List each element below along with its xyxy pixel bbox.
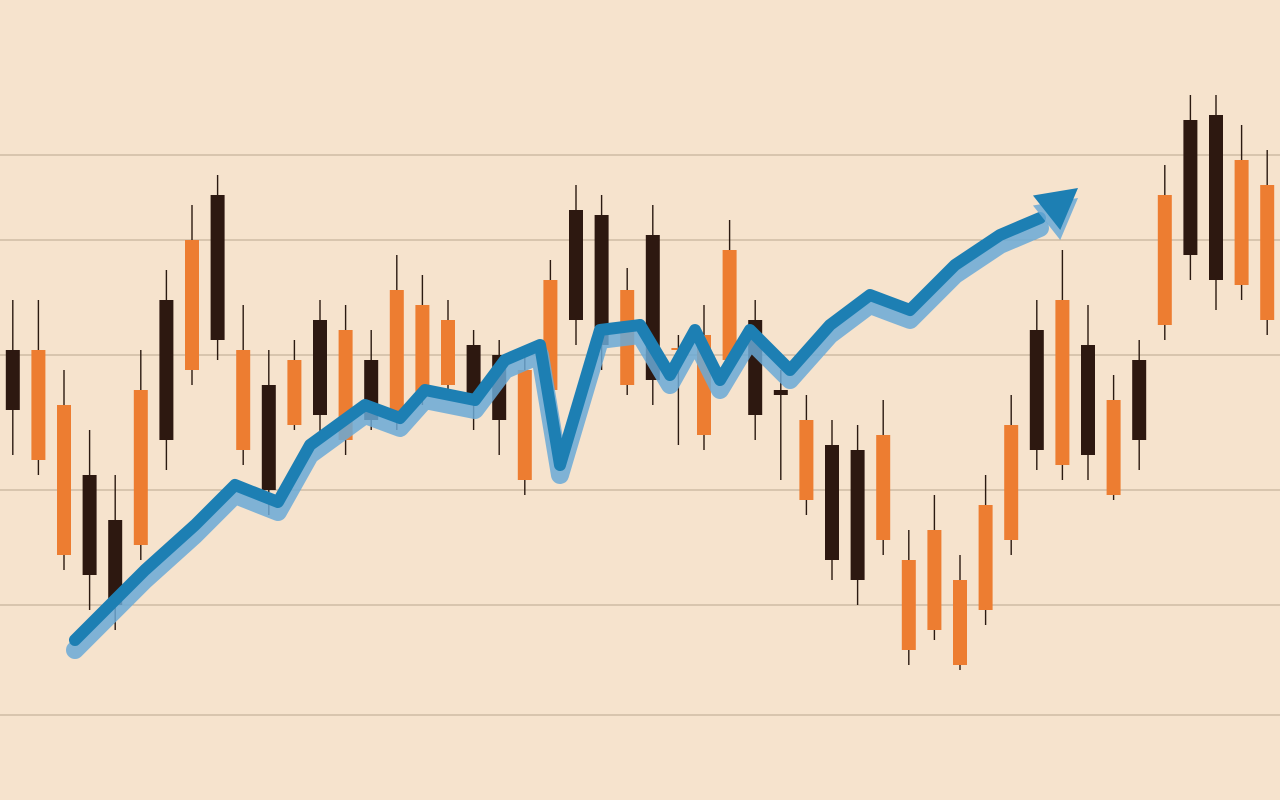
candle-body: [1030, 330, 1044, 450]
candlestick-trend-chart: [0, 0, 1280, 800]
candle-body: [518, 370, 532, 480]
candle-body: [774, 390, 788, 395]
candle-body: [876, 435, 890, 540]
candle-body: [851, 450, 865, 580]
candle-body: [441, 320, 455, 385]
candle-body: [57, 405, 71, 555]
candle-body: [159, 300, 173, 440]
candle-body: [723, 250, 737, 360]
candle-body: [799, 420, 813, 500]
candle-body: [902, 560, 916, 650]
candle-body: [390, 290, 404, 415]
candle-body: [1107, 400, 1121, 495]
candle-body: [236, 350, 250, 450]
candle-body: [211, 195, 225, 340]
candle-body: [1055, 300, 1069, 465]
candle-body: [1158, 195, 1172, 325]
candle-body: [979, 505, 993, 610]
candle-body: [825, 445, 839, 560]
chart-svg: [0, 0, 1280, 800]
candle-body: [6, 350, 20, 410]
candle-body: [415, 305, 429, 395]
candle-body: [1183, 120, 1197, 255]
candle-body: [262, 385, 276, 490]
candle-body: [313, 320, 327, 415]
candle-body: [185, 240, 199, 370]
candle-body: [31, 350, 45, 460]
candle-body: [569, 210, 583, 320]
candle-body: [1260, 185, 1274, 320]
candle-body: [1132, 360, 1146, 440]
candle-body: [134, 390, 148, 545]
candle-body: [1209, 115, 1223, 280]
candle-body: [953, 580, 967, 665]
candle-body: [287, 360, 301, 425]
candle-body: [927, 530, 941, 630]
candle-body: [1004, 425, 1018, 540]
candle-body: [1235, 160, 1249, 285]
candle-body: [1081, 345, 1095, 455]
candle-body: [83, 475, 97, 575]
